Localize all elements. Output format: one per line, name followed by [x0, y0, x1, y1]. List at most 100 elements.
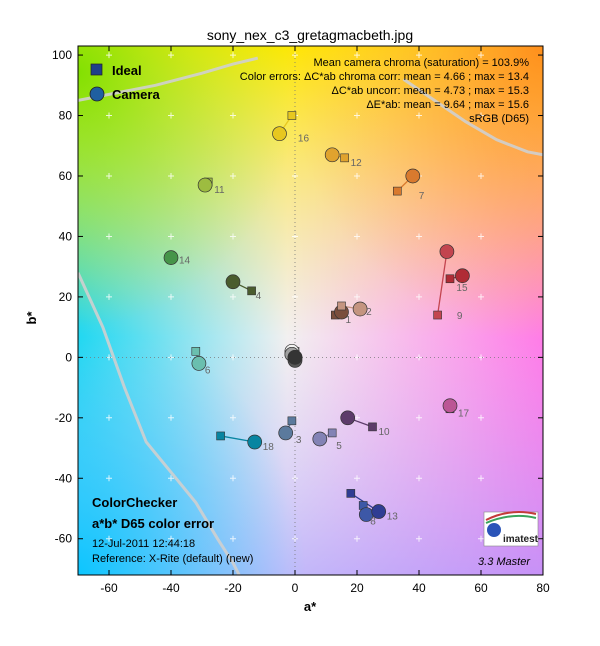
grid-cross: [416, 293, 422, 300]
grid-marks: [78, 46, 543, 575]
grid-cross: [354, 293, 360, 300]
y-tick-label: 80: [59, 109, 73, 123]
patch-label-17: 17: [458, 409, 470, 420]
grid-cross: [416, 52, 422, 59]
camera-marker-4: [225, 274, 241, 290]
stats-line: sRGB (D65): [469, 113, 529, 125]
chart-title: sony_nex_c3_gretagmacbeth.jpg: [207, 27, 413, 43]
legend-label: Ideal: [112, 63, 142, 78]
x-tick-label: 60: [474, 581, 488, 595]
grid-cross: [354, 475, 360, 482]
x-tick-label: 20: [350, 581, 364, 595]
stats-line: ΔC*ab uncorr: mean = 4.73 ; max = 15.3: [331, 85, 529, 97]
stats-line: Mean camera chroma (saturation) = 103.9%: [313, 57, 529, 69]
grid-cross: [230, 52, 236, 59]
grid-cross: [478, 535, 484, 542]
camera-marker-24: [287, 350, 303, 365]
grid-cross: [168, 112, 174, 119]
grid-cross: [230, 475, 236, 482]
x-tick-label: 80: [536, 581, 550, 595]
ideal-marker-10: [368, 422, 377, 432]
info-date: 12-Jul-2011 12:44:18: [92, 538, 195, 550]
y-tick-label: 20: [59, 290, 73, 304]
gamut-boundary-upper_right: [402, 78, 543, 157]
grid-cross: [168, 52, 174, 59]
stats-annotation: Mean camera chroma (saturation) = 103.9%…: [240, 57, 529, 125]
grid-cross: [354, 233, 360, 240]
patch-label-16: 16: [298, 134, 310, 145]
camera-marker-3: [278, 425, 294, 441]
grid-cross: [230, 293, 236, 300]
ideal-marker-13: [346, 489, 356, 498]
grid-cross: [230, 414, 236, 421]
stats-line: Color errors: ΔC*ab chroma corr: mean = …: [240, 71, 529, 83]
ideal-marker-6: [191, 347, 201, 356]
ideal-marker-2: [337, 301, 346, 311]
patch-label-5: 5: [336, 441, 342, 452]
grid-cross: [478, 414, 484, 421]
grid-cross: [478, 293, 484, 300]
patch-label-1: 1: [346, 315, 352, 326]
camera-marker-18: [247, 434, 263, 450]
grid-cross: [230, 172, 236, 179]
info-block: ColorChecker a*b* D65 color error 12-Jul-2…: [92, 495, 253, 565]
grid-cross: [478, 112, 484, 119]
grid-cross: [106, 112, 112, 119]
ideal-marker-15: [445, 274, 455, 284]
patch-label-6: 6: [205, 365, 211, 376]
patch-markers: [163, 111, 470, 522]
gamut-boundary-lower: [78, 272, 241, 575]
version-label: 3.3 Master: [478, 556, 531, 568]
grid-cross: [230, 233, 236, 240]
grid-cross: [230, 112, 236, 119]
legend-camera-swatch: [89, 86, 105, 102]
grid-cross: [478, 172, 484, 179]
bg-layer-cyan: [78, 46, 543, 575]
legend-ideal-swatch: [90, 63, 103, 76]
patch-label-9: 9: [457, 311, 463, 322]
ideal-marker-7: [392, 186, 402, 196]
x-tick-label: -60: [100, 581, 118, 595]
logo-text: imatest: [503, 534, 539, 545]
camera-marker-16: [272, 126, 287, 142]
x-tick-label: -40: [162, 581, 180, 595]
grid-cross: [106, 172, 112, 179]
y-tick-label: -60: [55, 532, 73, 546]
camera-marker-9: [439, 244, 455, 259]
camera-marker-17: [442, 398, 458, 414]
ideal-marker-16: [287, 111, 297, 120]
ideal-marker-5: [327, 428, 337, 438]
y-tick-label: 40: [59, 229, 73, 243]
camera-marker-14: [163, 250, 179, 265]
grid-cross: [478, 233, 484, 240]
grid-cross: [106, 52, 112, 59]
y-tick-label: 60: [59, 169, 73, 183]
camera-marker-15: [455, 268, 470, 284]
ideal-marker-18: [216, 431, 225, 441]
patch-label-7: 7: [419, 191, 425, 202]
logo-swoosh-red: [485, 511, 537, 521]
grid-cross: [168, 172, 174, 179]
logo-globe-icon: [487, 523, 501, 537]
stats-line: ΔE*ab: mean = 9.64 ; max = 15.6: [366, 99, 529, 111]
grid-cross: [354, 112, 360, 119]
patch-label-11: 11: [214, 185, 225, 196]
patch-label-15: 15: [456, 283, 468, 294]
grid-cross: [354, 535, 360, 542]
grid-cross: [106, 233, 112, 240]
patch-label-13: 13: [387, 512, 399, 523]
grid-cross: [168, 475, 174, 482]
camera-marker-10: [340, 410, 356, 426]
x-tick-label: -20: [224, 581, 242, 595]
y-tick-label: -20: [55, 411, 73, 425]
camera-marker-5: [312, 431, 328, 447]
plot-background: [78, 46, 543, 575]
grid-cross: [292, 52, 298, 59]
grid-cross: [416, 535, 422, 542]
camera-marker-11: [197, 177, 213, 193]
info-reference: Reference: X-Rite (default) (new): [92, 553, 253, 565]
grid-cross: [168, 414, 174, 421]
grid-cross: [168, 535, 174, 542]
